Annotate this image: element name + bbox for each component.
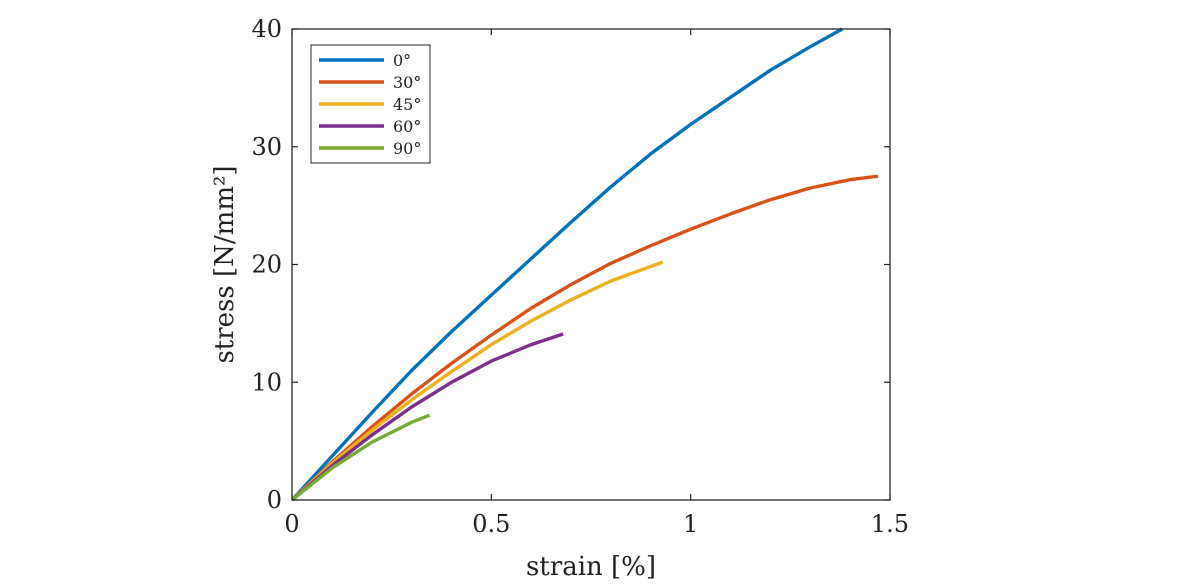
legend-items: 0° 30° 45° 60° 90° [319, 51, 421, 158]
y-tick-label: 30 [251, 133, 282, 161]
series-line-3 [292, 332, 564, 502]
y-tick-label: 10 [251, 368, 282, 396]
series-line-1 [292, 174, 879, 502]
y-tick-label: 0 [267, 486, 282, 514]
x-tick-label: 0 [284, 510, 299, 538]
legend-label-4: 90° [393, 139, 421, 158]
x-tick-label: 1 [683, 510, 698, 538]
legend-label-1: 30° [393, 73, 421, 92]
series-layer [292, 27, 879, 502]
x-axis-label: strain [%] [526, 552, 656, 582]
series-line-0 [292, 27, 844, 502]
ticks-layer: 0 0.5 1 1.5 0 10 20 30 40 [251, 15, 909, 538]
y-tick-label: 40 [251, 15, 282, 43]
y-axis-label: stress [N/mm²] [210, 165, 240, 363]
legend: 0° 30° 45° 60° 90° [310, 44, 431, 164]
legend-label-3: 60° [393, 117, 421, 136]
legend-label-0: 0° [393, 51, 411, 70]
y-tick-label: 20 [251, 251, 282, 279]
series-line-2 [292, 260, 664, 502]
x-tick-label: 0.5 [472, 510, 510, 538]
series-line-4 [292, 413, 431, 502]
legend-label-2: 45° [393, 95, 421, 114]
x-tick-label: 1.5 [871, 510, 909, 538]
